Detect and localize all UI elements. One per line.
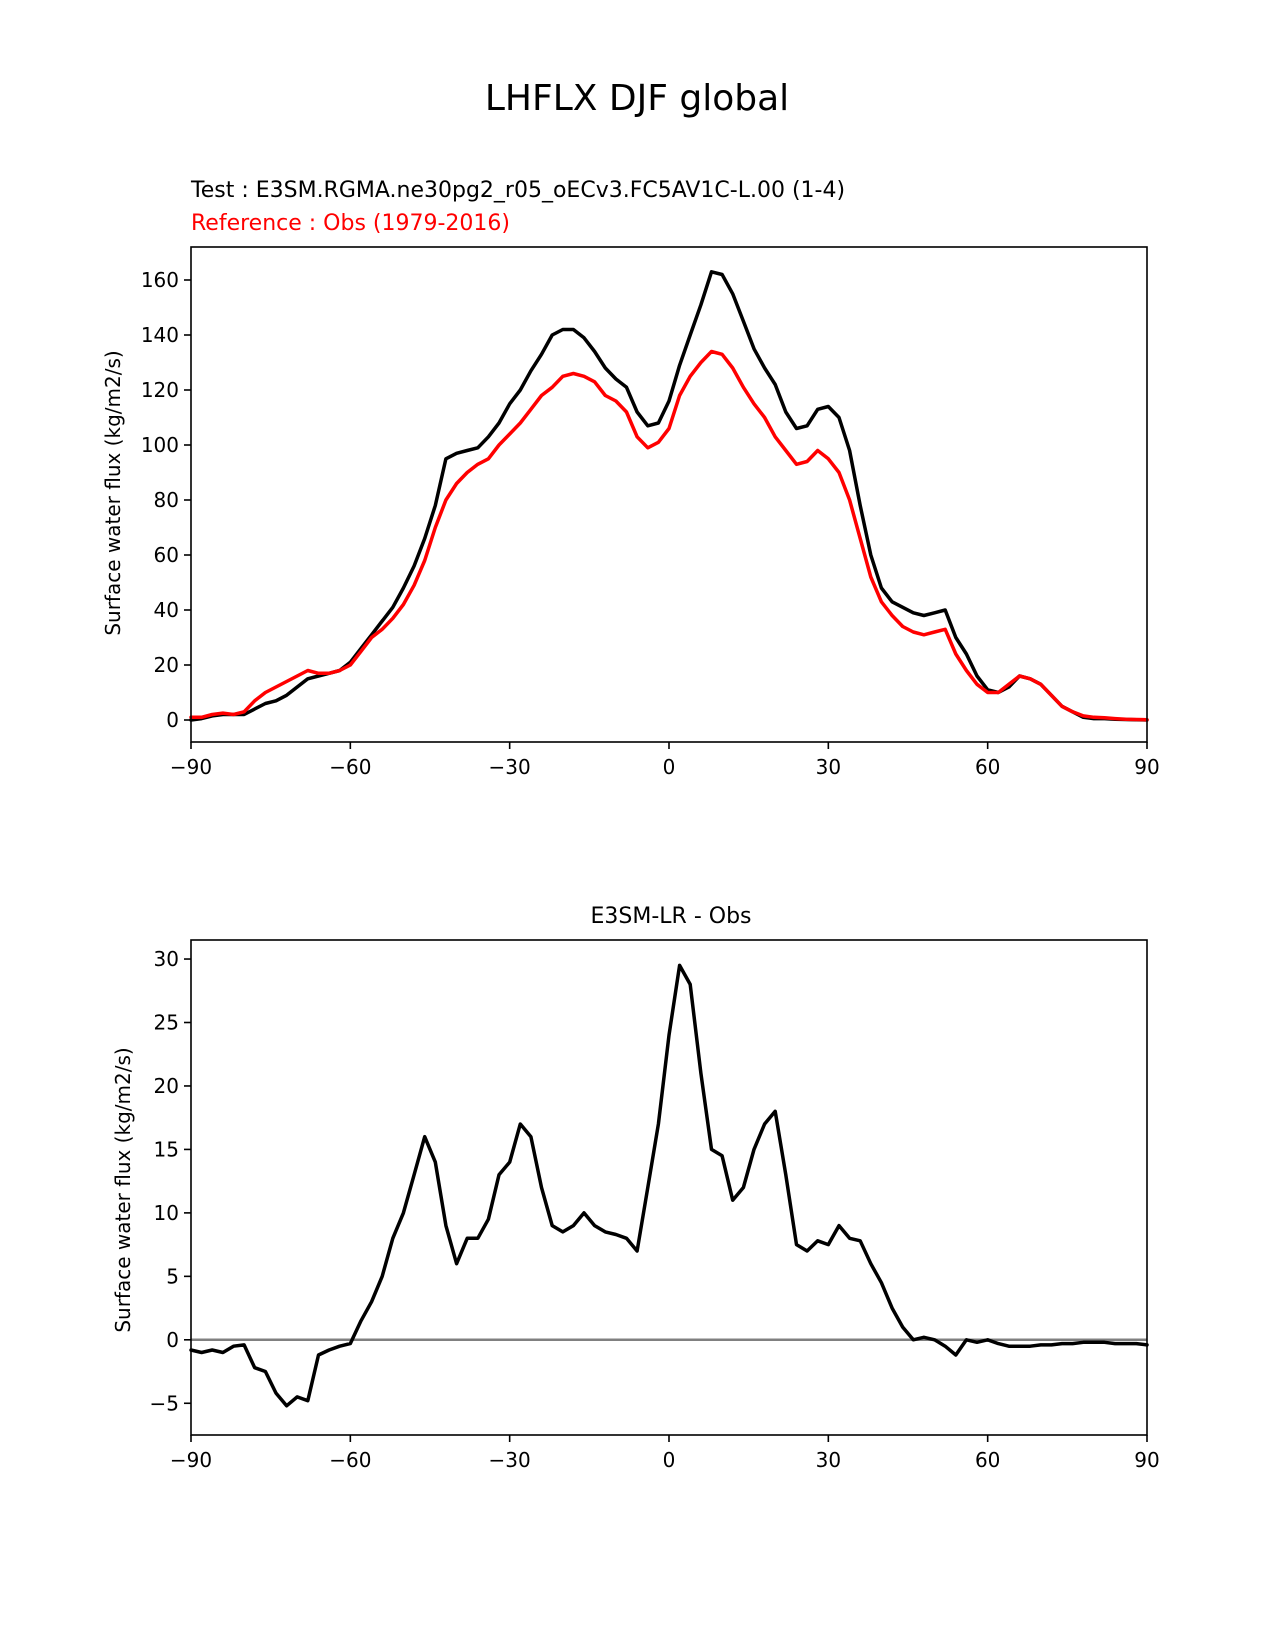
y-tick-label: 0	[166, 708, 179, 732]
x-tick-label: 90	[1134, 755, 1159, 779]
axes-frame	[190, 939, 1148, 1436]
bottom-plot-area: −90 −60 −30 0 30 60 90 −5 0 5 10 15 20 25 30	[150, 939, 1160, 1472]
x-tick-label: 0	[663, 755, 676, 779]
y-tick-label: 0	[166, 1328, 179, 1352]
x-tick-label: −60	[329, 1448, 371, 1472]
y-tick-label: 5	[166, 1264, 179, 1288]
x-tick-label: 30	[816, 755, 841, 779]
x-tick-label: −60	[329, 755, 371, 779]
y-tick-label: 40	[154, 598, 179, 622]
top-panel: Test : E3SM.RGMA.ne30pg2_r05_oECv3.FC5AV…	[101, 178, 1160, 779]
bottom-panel: E3SM-LR - Obs Surface water flux (kg/m2/…	[111, 904, 1160, 1472]
bottom-ylabel: Surface water flux (kg/m2/s)	[111, 1047, 135, 1332]
y-tick-label: 60	[154, 543, 179, 567]
bottom-title: E3SM-LR - Obs	[591, 904, 752, 929]
x-tick-label: 90	[1134, 1448, 1159, 1472]
top-ylabel: Surface water flux (kg/m2/s)	[101, 350, 125, 635]
x-tick-label: −30	[489, 1448, 531, 1472]
x-tick-label: −90	[170, 755, 212, 779]
y-tick-label: 80	[154, 488, 179, 512]
figure-title: LHFLX DJF global	[485, 78, 789, 119]
x-tick-label: 0	[663, 1448, 676, 1472]
test-subtitle: Test : E3SM.RGMA.ne30pg2_r05_oECv3.FC5AV…	[190, 178, 845, 203]
axes-frame	[190, 246, 1148, 743]
y-tick-label: 100	[141, 433, 179, 457]
y-tick-label: 160	[141, 268, 179, 292]
y-tick-label: 120	[141, 378, 179, 402]
x-tick-label: −90	[170, 1448, 212, 1472]
y-tick-label: 15	[154, 1137, 179, 1161]
reference-subtitle: Reference : Obs (1979-2016)	[191, 211, 510, 236]
y-tick-label: 10	[154, 1201, 179, 1225]
x-tick-label: 60	[975, 755, 1000, 779]
y-tick-label: 20	[154, 1074, 179, 1098]
y-tick-label: 25	[154, 1011, 179, 1035]
top-plot-area: −90 −60 −30 0 30 60 90 0 20 40 60 80 100 120 140 160	[141, 246, 1160, 779]
series-line-reference	[189, 349, 1149, 722]
x-tick-label: 30	[816, 1448, 841, 1472]
y-tick-label: 20	[154, 653, 179, 677]
series-line-test	[189, 270, 1149, 722]
x-tick-label: −30	[489, 755, 531, 779]
x-tick-label: 60	[975, 1448, 1000, 1472]
y-tick-label: 30	[154, 947, 179, 971]
y-tick-label: 140	[141, 323, 179, 347]
y-tick-label: −5	[150, 1391, 179, 1415]
series-line-e3sm-lr-obs	[189, 963, 1149, 1408]
